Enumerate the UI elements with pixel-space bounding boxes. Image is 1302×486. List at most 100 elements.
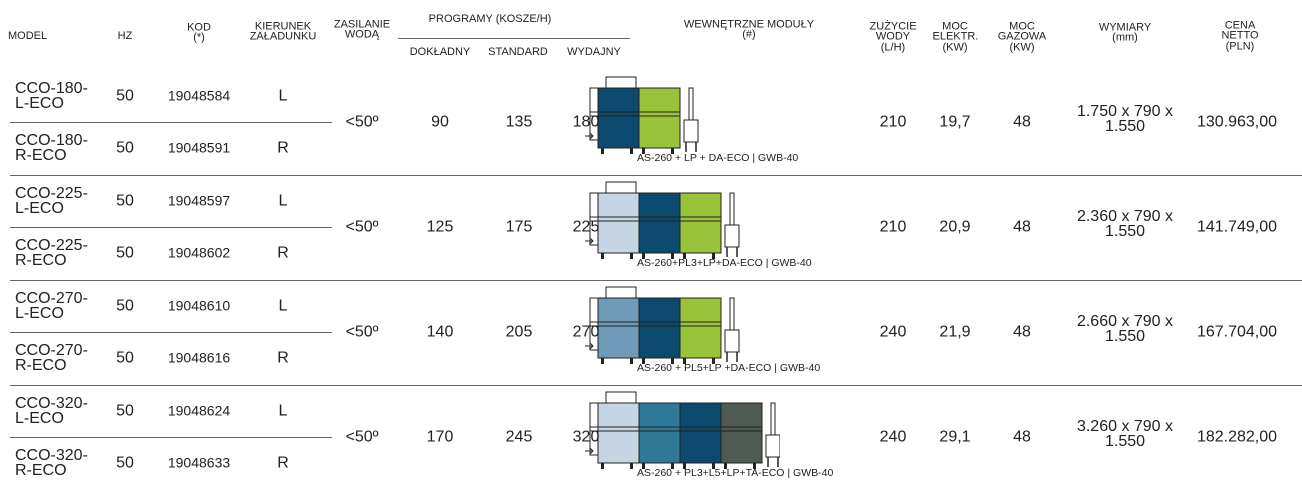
zasilanie: <50º xyxy=(345,113,379,131)
diagram-part xyxy=(605,181,637,194)
zasilanie: <50º xyxy=(345,323,379,341)
module-diagram xyxy=(585,391,780,469)
moc-elektr: 19,7 xyxy=(939,113,971,131)
diagram-part xyxy=(585,447,594,455)
diagram-part xyxy=(683,119,699,143)
diagram-part xyxy=(671,358,674,364)
kierunek: R xyxy=(277,244,289,262)
kod: 19048584 xyxy=(167,87,231,104)
wydajny: 320 xyxy=(572,428,600,446)
model: CCO-225-R-ECO xyxy=(15,236,88,269)
diagram-part xyxy=(601,463,604,469)
header-cell: KOD (*) xyxy=(187,21,211,44)
diagram-part xyxy=(630,358,633,364)
kod: 19048591 xyxy=(167,139,231,156)
moc-elektr: 20,9 xyxy=(939,218,971,236)
header-cell: PROGRAMY (KOSZE/H) xyxy=(428,12,552,25)
module-diagram xyxy=(585,181,740,259)
diagram-part xyxy=(770,402,776,436)
zuzycie: 240 xyxy=(879,323,907,341)
wydajny: 270 xyxy=(572,323,600,341)
hz: 50 xyxy=(116,297,134,315)
diagram-part xyxy=(724,463,727,469)
kierunek: L xyxy=(278,192,288,210)
diagram-part xyxy=(630,253,633,259)
diagram-part xyxy=(679,192,722,254)
diagram-part xyxy=(712,253,715,259)
model: CCO-180-R-ECO xyxy=(15,131,88,164)
kierunek: L xyxy=(278,87,288,105)
diagram-part xyxy=(671,148,674,154)
header-cell: ZUŻYCIE WODY (L/H) xyxy=(869,20,917,54)
kierunek: R xyxy=(277,349,289,367)
rule xyxy=(10,385,1302,386)
hz: 50 xyxy=(116,244,134,262)
diagram-part xyxy=(605,286,637,299)
kierunek: R xyxy=(277,454,289,472)
zasilanie: <50º xyxy=(345,218,379,236)
moc-gazowa: 48 xyxy=(1013,428,1031,446)
diagram-part xyxy=(597,192,640,254)
standard: 175 xyxy=(505,218,533,236)
diagram-part xyxy=(720,402,763,464)
diagram-part xyxy=(683,253,686,259)
wydajny: 225 xyxy=(572,218,600,236)
moduly-caption: AS-260+PL3+LP+DA-ECO | GWB-40 xyxy=(637,257,812,270)
moc-gazowa: 48 xyxy=(1013,323,1031,341)
diagram-part xyxy=(765,434,780,458)
moduly-caption: AS-260 + PL5+LP +DA-ECO | GWB-40 xyxy=(637,362,821,375)
model: CCO-320-R-ECO xyxy=(15,446,88,479)
diagram-part xyxy=(688,87,694,121)
diagram-part xyxy=(585,237,594,245)
hz: 50 xyxy=(116,192,134,210)
kod: 19048624 xyxy=(167,402,231,419)
diagram-part xyxy=(585,132,594,140)
dokladny: 90 xyxy=(431,113,449,131)
wydajny: 180 xyxy=(572,113,600,131)
header-cell: MODEL xyxy=(8,29,48,42)
model: CCO-270-R-ECO xyxy=(15,341,88,374)
kierunek: L xyxy=(278,297,288,315)
diagram-part xyxy=(601,148,604,154)
kierunek: L xyxy=(278,402,288,420)
kod: 19048597 xyxy=(167,192,231,209)
diagram-part xyxy=(671,253,674,259)
hz: 50 xyxy=(116,349,134,367)
diagram-part xyxy=(679,297,722,359)
diagram-part xyxy=(712,358,715,364)
diagram-part xyxy=(605,76,637,89)
rule xyxy=(10,122,332,123)
diagram-part xyxy=(712,463,715,469)
diagram-part xyxy=(601,253,604,259)
dokladny: 140 xyxy=(426,323,454,341)
diagram-part xyxy=(729,297,735,331)
model: CCO-320-L-ECO xyxy=(15,394,88,427)
diagram-part xyxy=(724,329,740,353)
diagram-part xyxy=(597,402,640,464)
diagram-part xyxy=(597,297,640,359)
kierunek: R xyxy=(277,139,289,157)
header-cell: CENA NETTO (PLN) xyxy=(1221,19,1259,53)
standard: 245 xyxy=(505,428,533,446)
diagram-part xyxy=(638,192,681,254)
zuzycie: 210 xyxy=(879,218,907,236)
kod: 19048633 xyxy=(167,454,231,471)
cena: 130.963,00 xyxy=(1196,113,1278,131)
cena: 167.704,00 xyxy=(1196,323,1278,341)
moc-elektr: 21,9 xyxy=(939,323,971,341)
diagram-part xyxy=(683,463,686,469)
diagram-part xyxy=(679,402,722,464)
zuzycie: 240 xyxy=(879,428,907,446)
kod: 19048602 xyxy=(167,244,231,261)
standard: 205 xyxy=(505,323,533,341)
diagram-part xyxy=(597,87,640,149)
wymiary: 3.260 x 790 x 1.550 xyxy=(1076,417,1174,450)
kod: 19048610 xyxy=(167,297,231,314)
module-diagram xyxy=(585,286,740,364)
diagram-part xyxy=(671,463,674,469)
header-cell: MOC ELEKTR. (KW) xyxy=(932,20,979,54)
rule xyxy=(10,437,332,438)
header-cell: WYMIARY (mm) xyxy=(1098,21,1152,44)
header-cell: MOC GAZOWA (KW) xyxy=(997,20,1047,54)
